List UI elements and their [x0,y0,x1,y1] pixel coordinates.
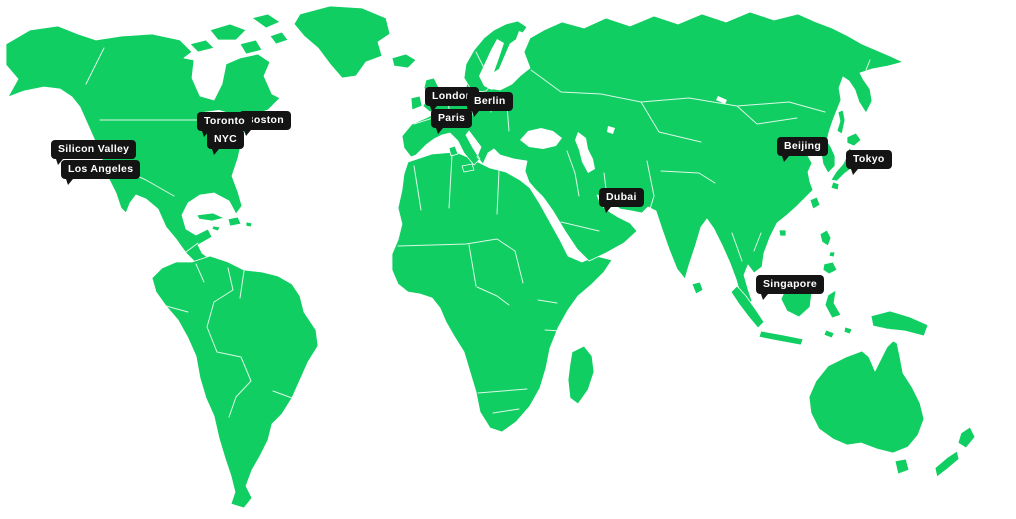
landmass-eurasia [401,11,904,308]
landmass-iceland [391,53,417,69]
city-label-nyc[interactable]: NYC [207,130,245,154]
city-label-paris[interactable]: Paris [431,109,473,133]
arctic-islands [189,13,289,55]
city-label-boston[interactable]: Boston [239,111,291,135]
landmass-north-america [5,25,281,276]
white-sea [516,31,527,45]
black-sea [520,128,562,149]
landmass-south-america [151,255,319,509]
city-label-singapore[interactable]: Singapore [756,275,825,299]
indian-ocean-islands [691,196,821,295]
city-label-silicon-valley[interactable]: Silicon Valley [51,140,137,164]
lake-baikal [716,96,727,104]
city-label-london[interactable]: London [425,87,480,111]
landmass-africa [391,151,613,433]
city-label-tokyo[interactable]: Tokyo [846,150,892,174]
city-label-berlin[interactable]: Berlin [467,92,513,116]
landmass-madagascar [567,345,595,405]
mediterranean-islands [448,145,475,173]
city-label-toronto[interactable]: Toronto [197,112,252,136]
landmass-new-zealand [934,426,976,478]
landmass-japan [830,109,862,191]
aral-sea [607,126,615,134]
landmass-philippines [819,229,838,275]
city-label-los-angeles[interactable]: Los Angeles [61,160,141,184]
city-label-beijing[interactable]: Beijing [777,137,829,161]
landmass-australia [808,340,925,475]
landmasses [5,5,976,509]
city-label-dubai[interactable]: Dubai [599,188,644,212]
caspian-sea [575,132,595,173]
landmass-indonesia [730,280,929,346]
caribbean-islands [196,212,253,232]
landmass-greenland [293,5,391,79]
